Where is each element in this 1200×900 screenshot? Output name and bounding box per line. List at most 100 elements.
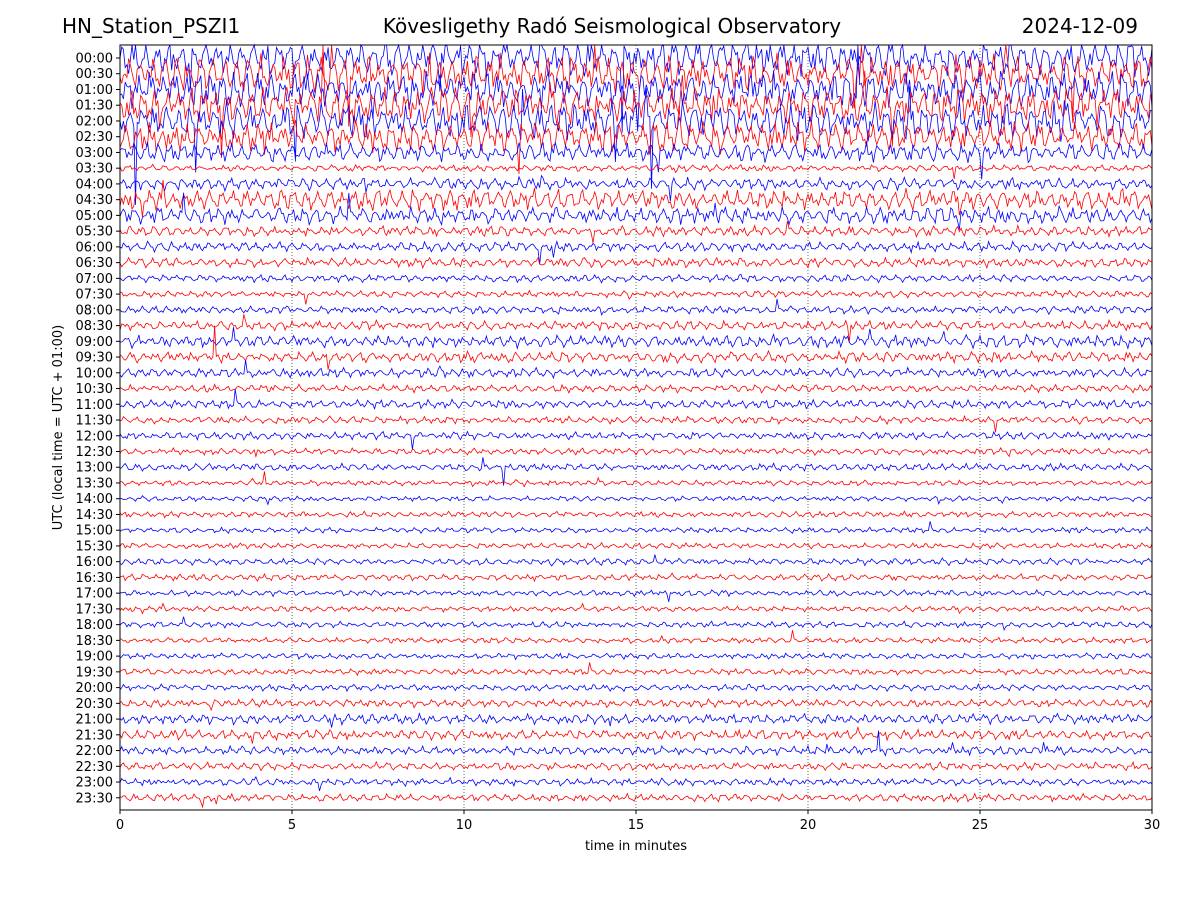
trace-0330: [119, 163, 1153, 179]
y-tick-label: 00:30: [76, 67, 113, 82]
y-tick-label: 11:00: [76, 398, 113, 413]
y-tick-label: 13:30: [76, 476, 113, 491]
trace-0700: [119, 273, 1153, 284]
trace-0530: [119, 220, 1153, 244]
y-tick-label: 03:00: [76, 146, 113, 161]
vertical-gridlines: [291, 45, 981, 810]
y-tick-label: 02:00: [76, 114, 113, 129]
trace-2330: [119, 792, 1153, 809]
y-tick-label: 10:30: [76, 382, 113, 397]
trace-0230: [119, 105, 1153, 175]
trace-0200: [119, 86, 1153, 206]
x-tick-label: 10: [456, 818, 473, 833]
trace-0430: [119, 179, 1153, 217]
trace-2000: [119, 683, 1153, 693]
y-tick-label: 21:30: [76, 728, 113, 743]
trace-1530: [119, 541, 1153, 550]
y-tick-label: 05:00: [76, 209, 113, 224]
trace-1100: [119, 389, 1153, 410]
trace-1830: [119, 630, 1153, 645]
x-tick-label: 20: [800, 818, 817, 833]
y-tick-label: 23:00: [76, 776, 113, 791]
trace-0830: [119, 314, 1153, 343]
trace-2300: [119, 775, 1153, 792]
y-tick-label: 19:00: [76, 650, 113, 665]
trace-2130: [119, 726, 1153, 744]
trace-1300: [119, 457, 1153, 486]
trace-2100: [119, 712, 1153, 728]
x-tick-label: 0: [116, 818, 124, 833]
trace-1500: [119, 521, 1153, 535]
y-tick-label: 18:30: [76, 634, 113, 649]
trace-1430: [119, 510, 1153, 519]
y-tick-label: 17:00: [76, 587, 113, 602]
y-tick-label: 08:30: [76, 319, 113, 334]
trace-1930: [119, 662, 1153, 677]
trace-0800: [119, 298, 1153, 317]
y-tick-label: 04:30: [76, 193, 113, 208]
trace-1130: [120, 414, 1153, 433]
trace-0930: [119, 325, 1153, 370]
trace-1730: [119, 602, 1153, 615]
trace-1600: [119, 554, 1153, 567]
x-tick-label: 5: [288, 818, 296, 833]
y-tick-label: 09:30: [76, 351, 113, 366]
trace-0000: [119, 43, 1153, 133]
record-date: 2024-12-09: [1021, 14, 1138, 38]
trace-1800: [119, 616, 1153, 631]
trace-1200: [119, 430, 1153, 450]
trace-1230: [119, 446, 1153, 459]
y-tick-label: 09:00: [76, 335, 113, 350]
y-tick-label: 04:00: [76, 177, 113, 192]
y-tick-label: 19:30: [76, 665, 113, 680]
trace-1700: [119, 589, 1153, 602]
trace-2230: [119, 760, 1153, 772]
trace-0500: [119, 192, 1153, 230]
y-tick-label: 16:00: [76, 555, 113, 570]
trace-0300: [119, 141, 1153, 180]
y-tick-label: 14:00: [76, 492, 113, 507]
trace-0730: [119, 289, 1153, 305]
y-tick-label: 15:30: [76, 539, 113, 554]
y-tick-label: 15:00: [76, 524, 113, 539]
trace-0900: [119, 327, 1153, 350]
y-tick-label: 23:30: [76, 791, 113, 806]
y-axis-ticks: 00:0000:3001:0001:3002:0002:3003:0003:30…: [76, 52, 120, 806]
x-axis-label: time in minutes: [585, 839, 687, 854]
y-tick-label: 18:00: [76, 618, 113, 633]
x-tick-label: 15: [628, 818, 645, 833]
observatory-title: Kövesligethy Radó Seismological Observat…: [382, 14, 842, 38]
y-tick-label: 03:30: [76, 162, 113, 177]
x-tick-label: 25: [972, 818, 989, 833]
trace-2200: [119, 730, 1153, 757]
trace-0600: [119, 240, 1153, 265]
y-tick-label: 17:30: [76, 602, 113, 617]
y-tick-label: 07:30: [76, 288, 113, 303]
y-tick-label: 07:00: [76, 272, 113, 287]
y-tick-label: 00:00: [76, 52, 113, 67]
station-name: HN_Station_PSZI1: [62, 14, 241, 38]
y-tick-label: 06:00: [76, 240, 113, 255]
trace-0400: [119, 174, 1153, 202]
y-tick-label: 22:00: [76, 744, 113, 759]
y-tick-label: 10:00: [76, 366, 113, 381]
trace-0630: [119, 256, 1153, 270]
y-tick-label: 12:00: [76, 429, 113, 444]
y-tick-label: 02:30: [76, 130, 113, 145]
trace-2030: [119, 698, 1153, 712]
y-tick-label: 01:30: [76, 99, 113, 114]
y-tick-label: 20:30: [76, 697, 113, 712]
y-axis-label: UTC (local time = UTC + 01:00): [51, 325, 66, 530]
seismic-traces: [119, 43, 1153, 809]
trace-1400: [119, 495, 1153, 506]
x-axis-ticks: 0 5 10 15 20 25 30: [116, 810, 1160, 833]
y-tick-label: 06:30: [76, 256, 113, 271]
trace-1000: [119, 359, 1153, 380]
trace-1330: [119, 471, 1153, 488]
y-tick-label: 12:30: [76, 445, 113, 460]
trace-0100: [119, 44, 1153, 132]
y-tick-label: 14:30: [76, 508, 113, 523]
y-tick-label: 22:30: [76, 760, 113, 775]
y-tick-label: 01:00: [76, 83, 113, 98]
